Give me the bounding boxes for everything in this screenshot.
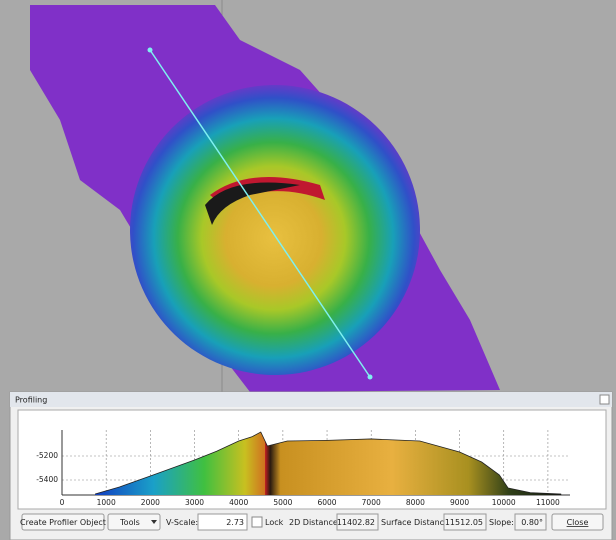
page-body: {"window": {"title": "Profiling"}, "prof… [0,0,616,540]
panel-title: Profiling [15,396,47,405]
x-tick-label: 1000 [97,498,116,507]
lock-checkbox[interactable] [252,517,262,527]
x-tick-label: 9000 [450,498,469,507]
lock-label: Lock [265,518,284,527]
x-tick-label: 3000 [185,498,204,507]
x-tick-label: 2000 [141,498,160,507]
slope-value: 0.80° [521,518,543,527]
distance-2d-value: 11402.82 [337,518,375,527]
page: Profiling html, body { margin: 0; paddin… [0,0,616,540]
create-button-label: Create Profiler Object [20,518,106,527]
x-tick-label: 7000 [362,498,381,507]
x-tick-label: 8000 [406,498,425,507]
panel-titlebar [10,392,612,407]
x-tick-label: 11000 [536,498,560,507]
surface-distance-label: Surface Distance: [381,518,452,527]
surface-distance-value: 11512.05 [445,518,483,527]
x-tick-label: 6000 [317,498,336,507]
x-tick-label: 5000 [273,498,292,507]
x-tick-label: 0 [60,498,65,507]
distance-2d-label: 2D Distance: [289,518,340,527]
tools-menu-label: Tools [119,518,140,527]
screen: Profiling 0 1000 2000 3000 4000 5000 6000 7000 8… [0,0,616,540]
profile-end[interactable] [368,375,373,380]
x-tick-label: 4000 [229,498,248,507]
y-tick-label: -5200 [36,451,58,460]
x-tick-label: 10000 [492,498,516,507]
slope-label: Slope: [489,518,514,527]
close-button-label: Close [567,518,589,527]
panel-restore-button[interactable] [600,395,609,404]
vscale-label: V-Scale: [166,518,198,527]
profile-start[interactable] [148,48,153,53]
y-tick-label: -5400 [36,475,58,484]
vscale-value: 2.73 [226,518,244,527]
